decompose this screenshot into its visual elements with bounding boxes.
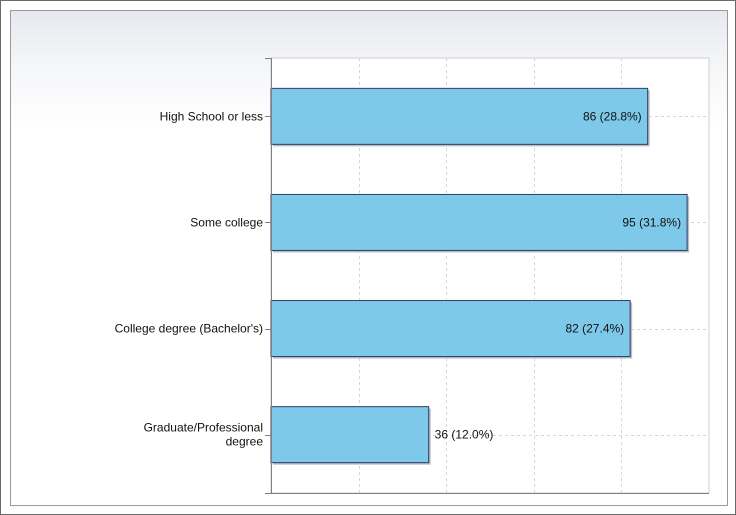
category-label-line: High School or less (160, 109, 263, 123)
bars (270, 87, 690, 465)
bar (270, 300, 631, 358)
category-label-line: Graduate/Professional (144, 421, 263, 435)
category-label: High School or less (160, 109, 263, 123)
bar (270, 87, 649, 145)
category-label: Graduate/Professional degree (144, 421, 264, 449)
category-label-line: degree (226, 435, 264, 449)
data-label: 82 (27.4%) (565, 322, 624, 336)
category-label-line: College degree (Bachelor's) (115, 322, 263, 336)
labels: High School or less 86 (28.8%) Some colleg… (115, 109, 681, 448)
data-label: 95 (31.8%) (622, 215, 681, 229)
data-label: 36 (12.0%) (435, 428, 494, 442)
category-label: Some college (190, 215, 263, 229)
category-label-line: Some college (190, 215, 263, 229)
chart-panel: High School or less 86 (28.8%) Some colleg… (10, 10, 728, 506)
bar-chart: High School or less 86 (28.8%) Some colleg… (115, 57, 710, 494)
axes (265, 58, 709, 494)
data-label: 86 (28.8%) (583, 109, 642, 123)
category-label: College degree (Bachelor's) (115, 322, 263, 336)
bar (270, 406, 430, 464)
